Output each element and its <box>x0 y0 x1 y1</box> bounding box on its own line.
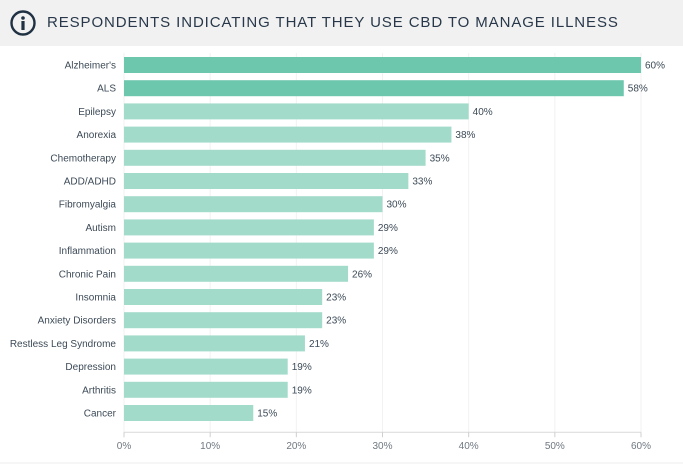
info-icon <box>10 10 36 36</box>
value-label: 38% <box>455 130 475 141</box>
category-label: Chronic Pain <box>59 269 116 280</box>
bar <box>124 219 374 236</box>
value-label: 23% <box>326 316 346 327</box>
value-label: 19% <box>292 385 312 396</box>
category-label: Restless Leg Syndrome <box>10 339 117 350</box>
category-label: Anxiety Disorders <box>38 316 116 327</box>
category-label: ADD/ADHD <box>64 177 116 188</box>
bar <box>124 149 426 166</box>
value-label: 30% <box>387 200 407 211</box>
bar <box>124 312 323 329</box>
value-label: 23% <box>326 293 346 304</box>
category-label: Chemotherapy <box>50 153 116 164</box>
bar <box>124 196 383 213</box>
bar <box>124 57 641 73</box>
value-label: 15% <box>257 409 277 420</box>
value-label: 26% <box>352 269 372 280</box>
category-label: Cancer <box>84 409 117 420</box>
bar <box>124 358 288 375</box>
category-label: ALS <box>97 84 116 95</box>
x-tick-label: 10% <box>200 441 220 452</box>
bar <box>124 242 374 259</box>
chart-svg: Alzheimer's 60% ALS 58% Epilepsy 40% Anorexia 3… <box>0 53 683 464</box>
bar-chart: Alzheimer's 60% ALS 58% Epilepsy 40% Anorexia 3… <box>0 46 683 466</box>
value-label: 35% <box>430 153 450 164</box>
x-tick-label: 50% <box>545 441 565 452</box>
category-label: Arthritis <box>82 385 116 396</box>
category-label: Depression <box>65 362 116 373</box>
x-tick-label: 60% <box>631 441 651 452</box>
value-label: 29% <box>378 223 398 234</box>
value-label: 29% <box>378 246 398 257</box>
x-tick-label: 40% <box>459 441 479 452</box>
category-label: Autism <box>85 223 116 234</box>
value-label: 19% <box>292 362 312 373</box>
x-tick-label: 0% <box>117 441 132 452</box>
bar <box>124 289 323 305</box>
chart-title: RESPONDENTS INDICATING THAT THEY USE CBD… <box>47 14 619 31</box>
bar <box>124 265 349 282</box>
bar <box>124 335 305 352</box>
bar <box>124 103 469 120</box>
value-label: 21% <box>309 339 329 350</box>
value-label: 33% <box>412 177 432 188</box>
category-label: Alzheimer's <box>65 61 116 72</box>
bar <box>124 80 624 97</box>
value-label: 60% <box>645 61 665 72</box>
category-label: Fibromyalgia <box>59 200 117 211</box>
x-tick-label: 30% <box>372 441 392 452</box>
category-label: Epilepsy <box>78 107 116 118</box>
category-label: Insomnia <box>75 293 116 304</box>
bar <box>124 173 409 189</box>
value-label: 40% <box>473 107 493 118</box>
bar <box>124 405 254 421</box>
value-label: 58% <box>628 84 648 95</box>
category-label: Anorexia <box>77 130 117 141</box>
category-label: Inflammation <box>59 246 116 257</box>
chart-header: RESPONDENTS INDICATING THAT THEY USE CBD… <box>0 0 683 46</box>
bar <box>124 381 288 398</box>
x-tick-label: 20% <box>286 441 306 452</box>
bar <box>124 126 452 143</box>
